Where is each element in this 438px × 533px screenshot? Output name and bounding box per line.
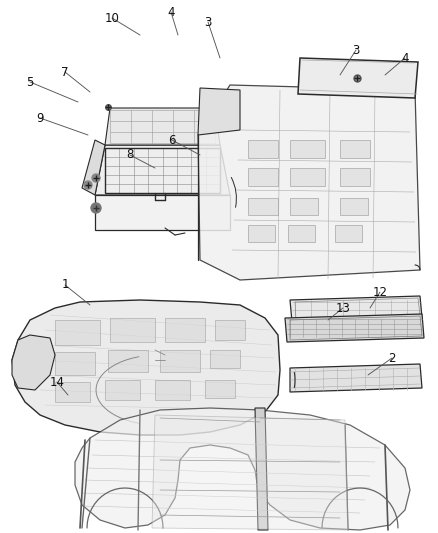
Text: 12: 12 [372, 286, 388, 298]
Polygon shape [152, 415, 348, 530]
Polygon shape [55, 352, 95, 375]
Text: 3: 3 [352, 44, 360, 56]
Polygon shape [248, 198, 278, 215]
Polygon shape [75, 408, 410, 530]
Text: 5: 5 [26, 76, 34, 88]
Polygon shape [105, 380, 140, 400]
Polygon shape [255, 408, 268, 530]
Text: 14: 14 [49, 376, 64, 389]
Polygon shape [95, 195, 230, 230]
Polygon shape [205, 380, 235, 398]
Polygon shape [198, 85, 420, 280]
Polygon shape [198, 88, 240, 135]
Text: 2: 2 [388, 351, 396, 365]
Circle shape [92, 174, 100, 182]
Text: 4: 4 [167, 5, 175, 19]
Text: 6: 6 [168, 133, 176, 147]
Polygon shape [248, 140, 278, 158]
Polygon shape [55, 320, 100, 345]
Circle shape [84, 181, 92, 189]
Polygon shape [155, 380, 190, 400]
Polygon shape [288, 225, 315, 242]
Polygon shape [108, 350, 148, 372]
Text: 8: 8 [126, 149, 134, 161]
Polygon shape [12, 300, 280, 435]
Text: 9: 9 [36, 111, 44, 125]
Text: 10: 10 [105, 12, 120, 25]
Polygon shape [110, 318, 155, 342]
Polygon shape [290, 168, 325, 186]
Text: 7: 7 [61, 66, 69, 78]
Polygon shape [105, 108, 220, 145]
Polygon shape [290, 364, 422, 392]
Polygon shape [335, 225, 362, 242]
Text: 13: 13 [336, 302, 350, 314]
Polygon shape [340, 198, 368, 215]
Polygon shape [290, 198, 318, 215]
Polygon shape [215, 320, 245, 340]
Polygon shape [55, 382, 90, 402]
Polygon shape [12, 335, 55, 390]
Polygon shape [210, 350, 240, 368]
Text: 3: 3 [204, 15, 212, 28]
Text: 4: 4 [401, 52, 409, 64]
Circle shape [91, 203, 101, 213]
Polygon shape [95, 145, 230, 195]
Polygon shape [340, 140, 370, 158]
Polygon shape [340, 168, 370, 186]
Polygon shape [248, 168, 278, 186]
Text: 1: 1 [61, 279, 69, 292]
Polygon shape [290, 140, 325, 158]
Polygon shape [285, 314, 424, 342]
Polygon shape [82, 140, 105, 195]
Polygon shape [298, 58, 418, 98]
Polygon shape [248, 225, 275, 242]
Polygon shape [290, 296, 422, 322]
Polygon shape [160, 350, 200, 372]
Polygon shape [165, 318, 205, 342]
